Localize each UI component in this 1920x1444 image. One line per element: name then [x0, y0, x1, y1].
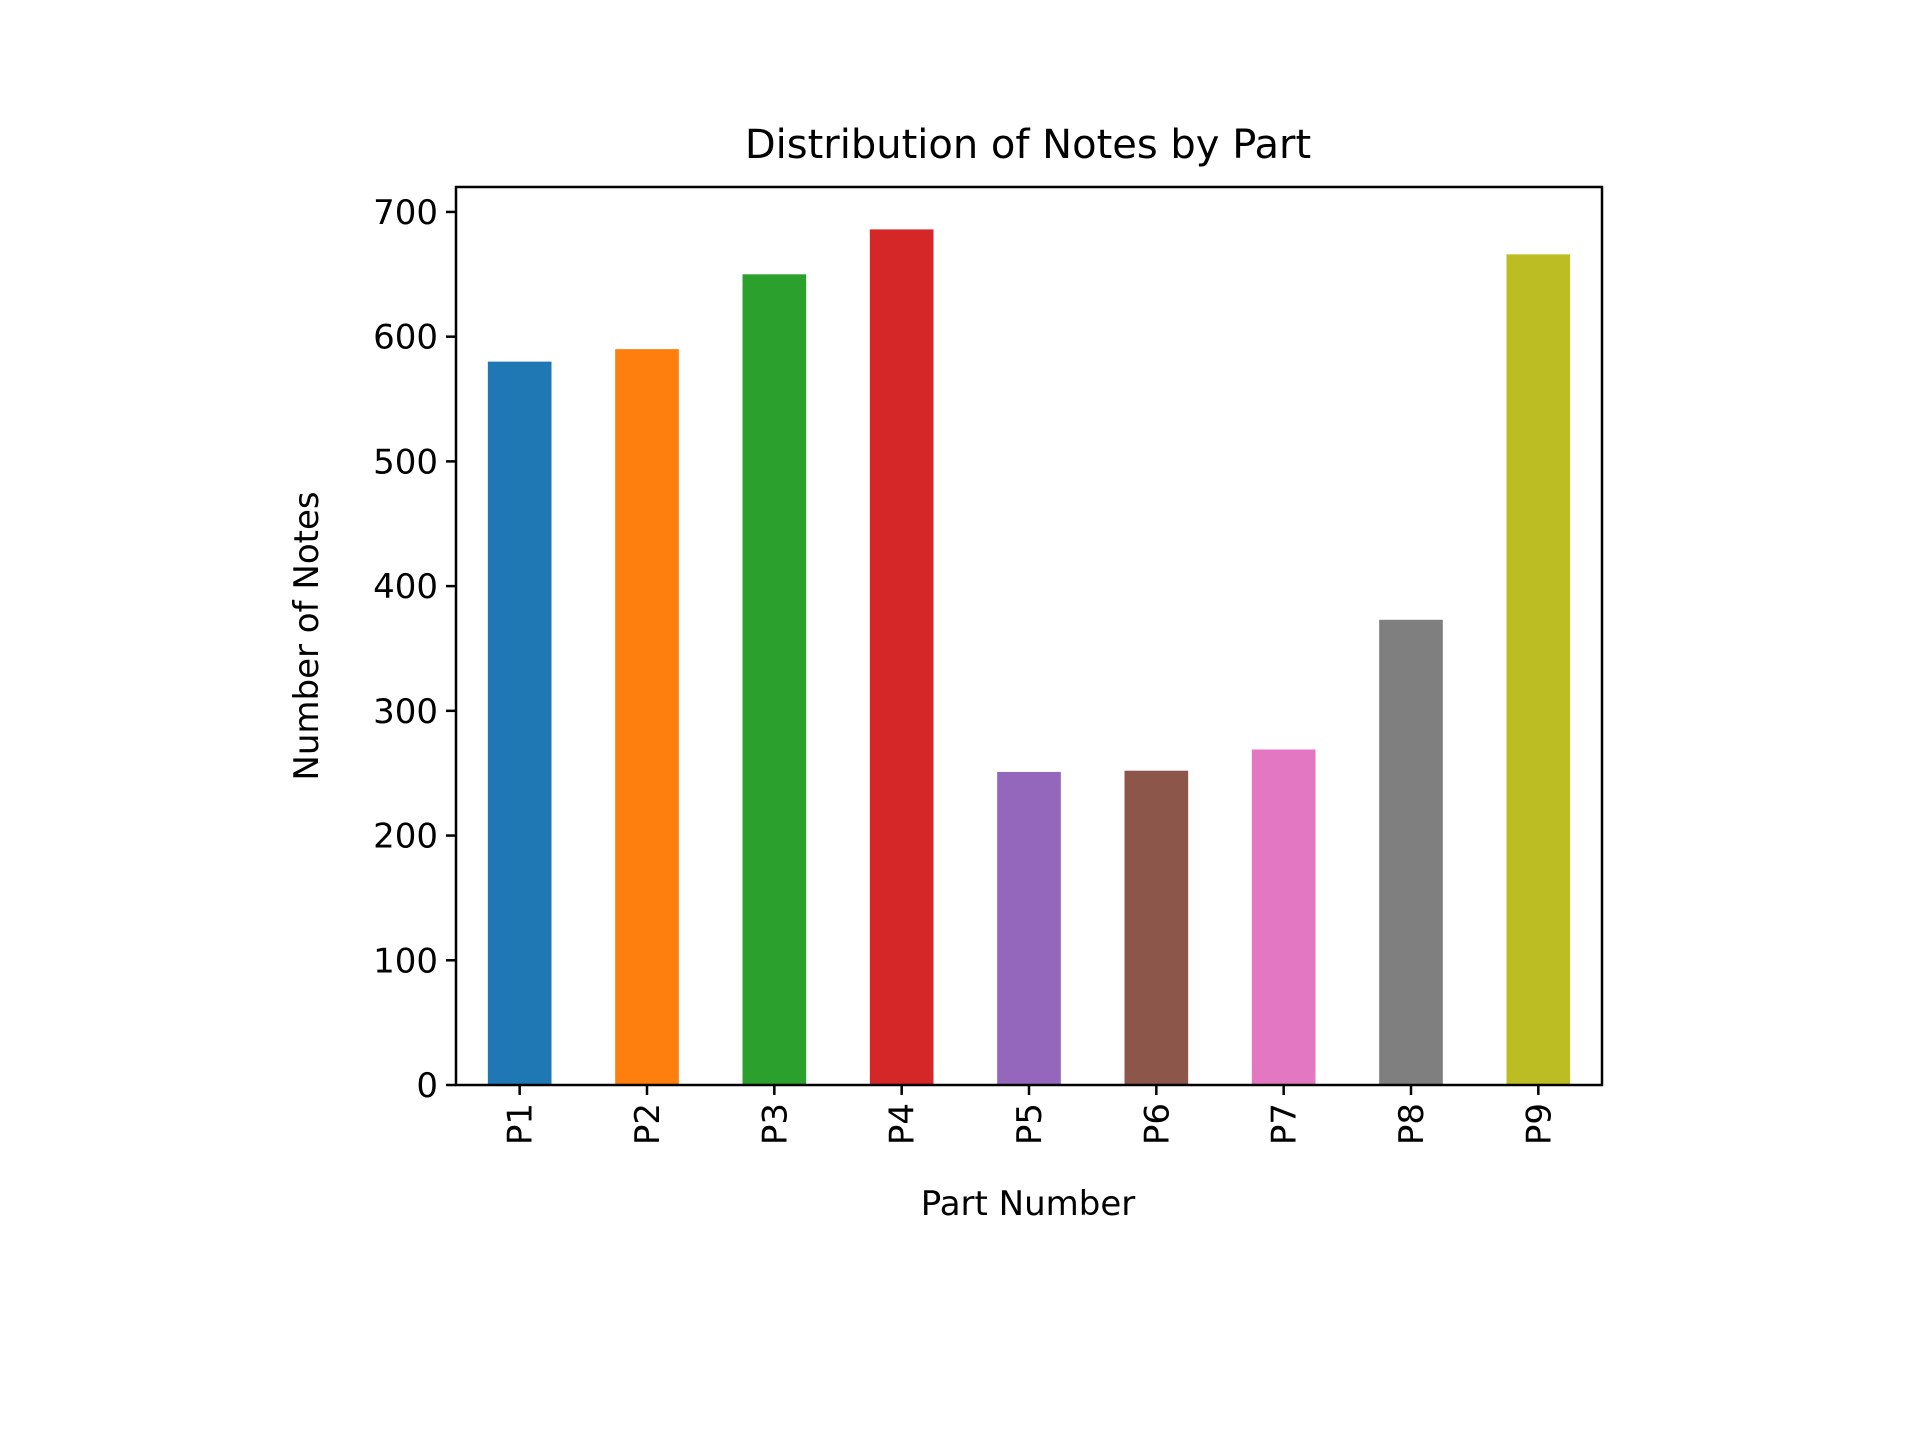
y-tick-label: 600: [373, 318, 438, 358]
x-tick-label: P3: [755, 1103, 795, 1145]
y-tick-label: 700: [373, 193, 438, 233]
x-tick-label: P9: [1519, 1103, 1559, 1145]
x-tick-label: P2: [628, 1103, 668, 1145]
x-tick-label: P7: [1265, 1103, 1305, 1145]
x-tick-label: P1: [501, 1103, 541, 1145]
x-tick-label: P5: [1010, 1103, 1050, 1145]
y-axis-ticks: 0 100 200 300 400 500 600 700: [373, 193, 456, 1106]
y-axis-label: Number of Notes: [287, 491, 327, 780]
y-tick-label: 0: [416, 1066, 438, 1106]
bar-p8: [1379, 619, 1443, 1085]
bar-p3: [742, 274, 807, 1085]
bar-p7: [1251, 749, 1316, 1085]
y-tick-label: 500: [373, 442, 438, 482]
chart-title: Distribution of Notes by Part: [745, 122, 1311, 168]
bars-group: [487, 229, 1571, 1086]
bar-p5: [997, 771, 1061, 1085]
bar-p4: [869, 229, 934, 1086]
bar-p9: [1506, 254, 1571, 1086]
bar-p6: [1124, 770, 1189, 1085]
y-tick-label: 200: [373, 817, 438, 857]
y-tick-label: 300: [373, 692, 438, 732]
bar-p2: [615, 349, 679, 1085]
x-tick-label: P8: [1392, 1103, 1432, 1145]
x-tick-label: P4: [883, 1103, 923, 1145]
plot-frame: [454, 185, 1604, 1087]
bar-p1: [487, 361, 552, 1086]
x-tick-label: P6: [1137, 1103, 1177, 1145]
y-tick-label: 100: [373, 941, 438, 981]
y-tick-label: 400: [373, 567, 438, 607]
x-axis-label: Part Number: [921, 1184, 1136, 1224]
x-axis-ticks: P1 P2 P3 P4 P5 P6 P7 P8 P9: [501, 1085, 1559, 1145]
